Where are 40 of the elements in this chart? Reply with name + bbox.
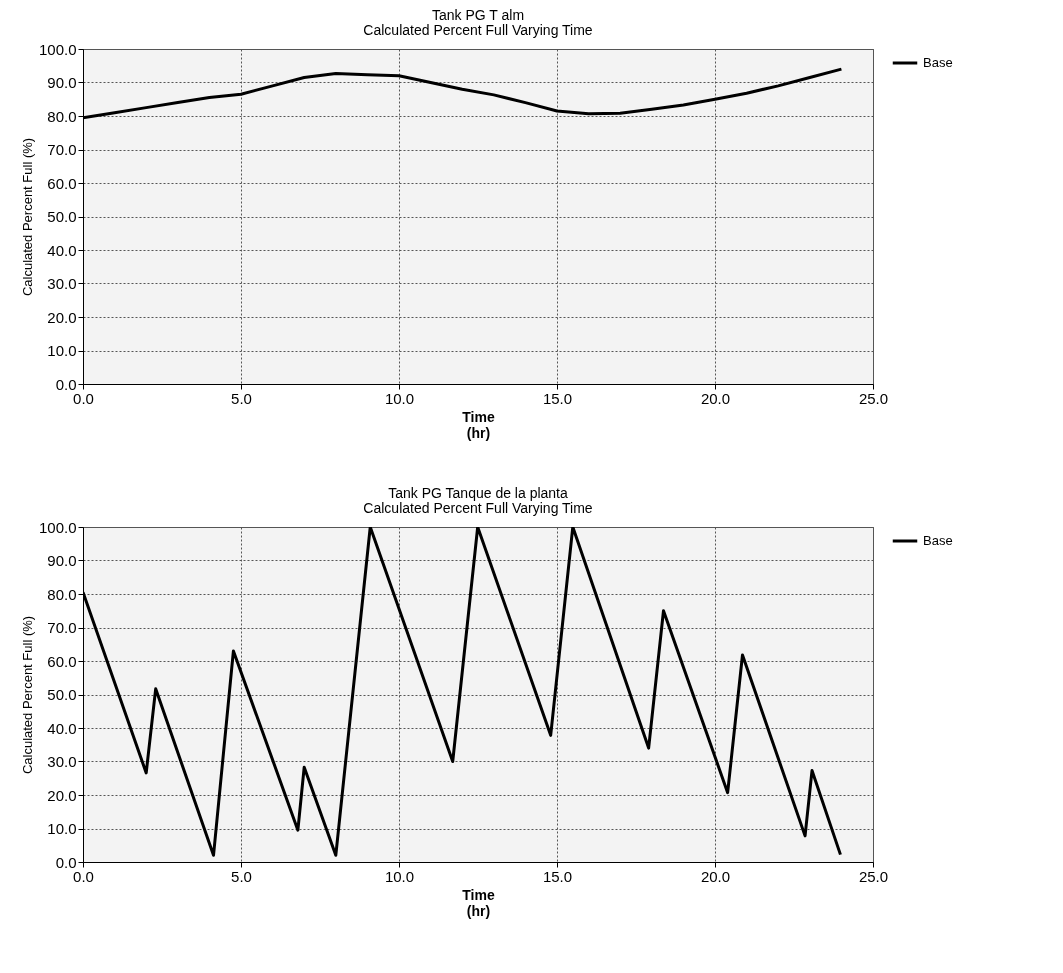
y-tick-label: 100.0 [38, 518, 77, 536]
y-tick-label: 40.0 [47, 241, 77, 259]
y-tick-label: 80.0 [47, 107, 77, 125]
y-tick-label: 70.0 [47, 141, 77, 158]
y-tick-label: 30.0 [47, 275, 77, 292]
y-tick-label: 50.0 [47, 686, 77, 703]
x-tick-label: 20.0 [700, 389, 731, 407]
y-tick-label: 20.0 [47, 308, 77, 326]
legend-label: Base [923, 533, 953, 548]
x-axis-title: Time (hr) [462, 408, 495, 441]
chart-subtitle: Calculated Percent Full Varying Time [363, 500, 593, 516]
x-tick-label: 5.0 [231, 389, 252, 407]
x-tick-label: 5.0 [231, 867, 252, 885]
chart-title: Tank PG Tanque de la planta [388, 485, 568, 501]
x-tick-label: 10.0 [384, 867, 415, 885]
chart-subtitle: Calculated Percent Full Varying Time [363, 22, 593, 38]
x-tick-label: 15.0 [542, 867, 573, 885]
y-axis-title: Calculated Percent Full (%) [19, 137, 35, 297]
x-tick-label: 25.0 [858, 389, 889, 407]
x-tick-label: 15.0 [542, 389, 573, 407]
x-tick-label: 25.0 [858, 867, 889, 885]
y-tick-label: 90.0 [47, 552, 77, 569]
x-tick-label: 20.0 [700, 867, 731, 885]
x-axis-title: Time (hr) [462, 886, 495, 919]
chart-title: Tank PG T alm [431, 7, 525, 23]
y-tick-label: 100.0 [38, 40, 77, 58]
y-tick-label: 90.0 [47, 74, 77, 91]
y-axis-title: Calculated Percent Full (%) [19, 615, 35, 775]
y-tick-label: 10.0 [47, 820, 77, 837]
y-tick-label: 10.0 [47, 342, 77, 359]
y-tick-label: 60.0 [47, 652, 77, 670]
y-tick-label: 70.0 [47, 619, 77, 636]
y-tick-label: 50.0 [47, 208, 77, 225]
y-tick-label: 80.0 [47, 585, 77, 603]
legend-label: Base [923, 55, 953, 70]
y-tick-label: 30.0 [47, 753, 77, 770]
x-tick-label: 10.0 [384, 389, 415, 407]
y-tick-label: 60.0 [47, 174, 77, 192]
y-tick-label: 20.0 [47, 786, 77, 804]
y-tick-label: 40.0 [47, 719, 77, 737]
